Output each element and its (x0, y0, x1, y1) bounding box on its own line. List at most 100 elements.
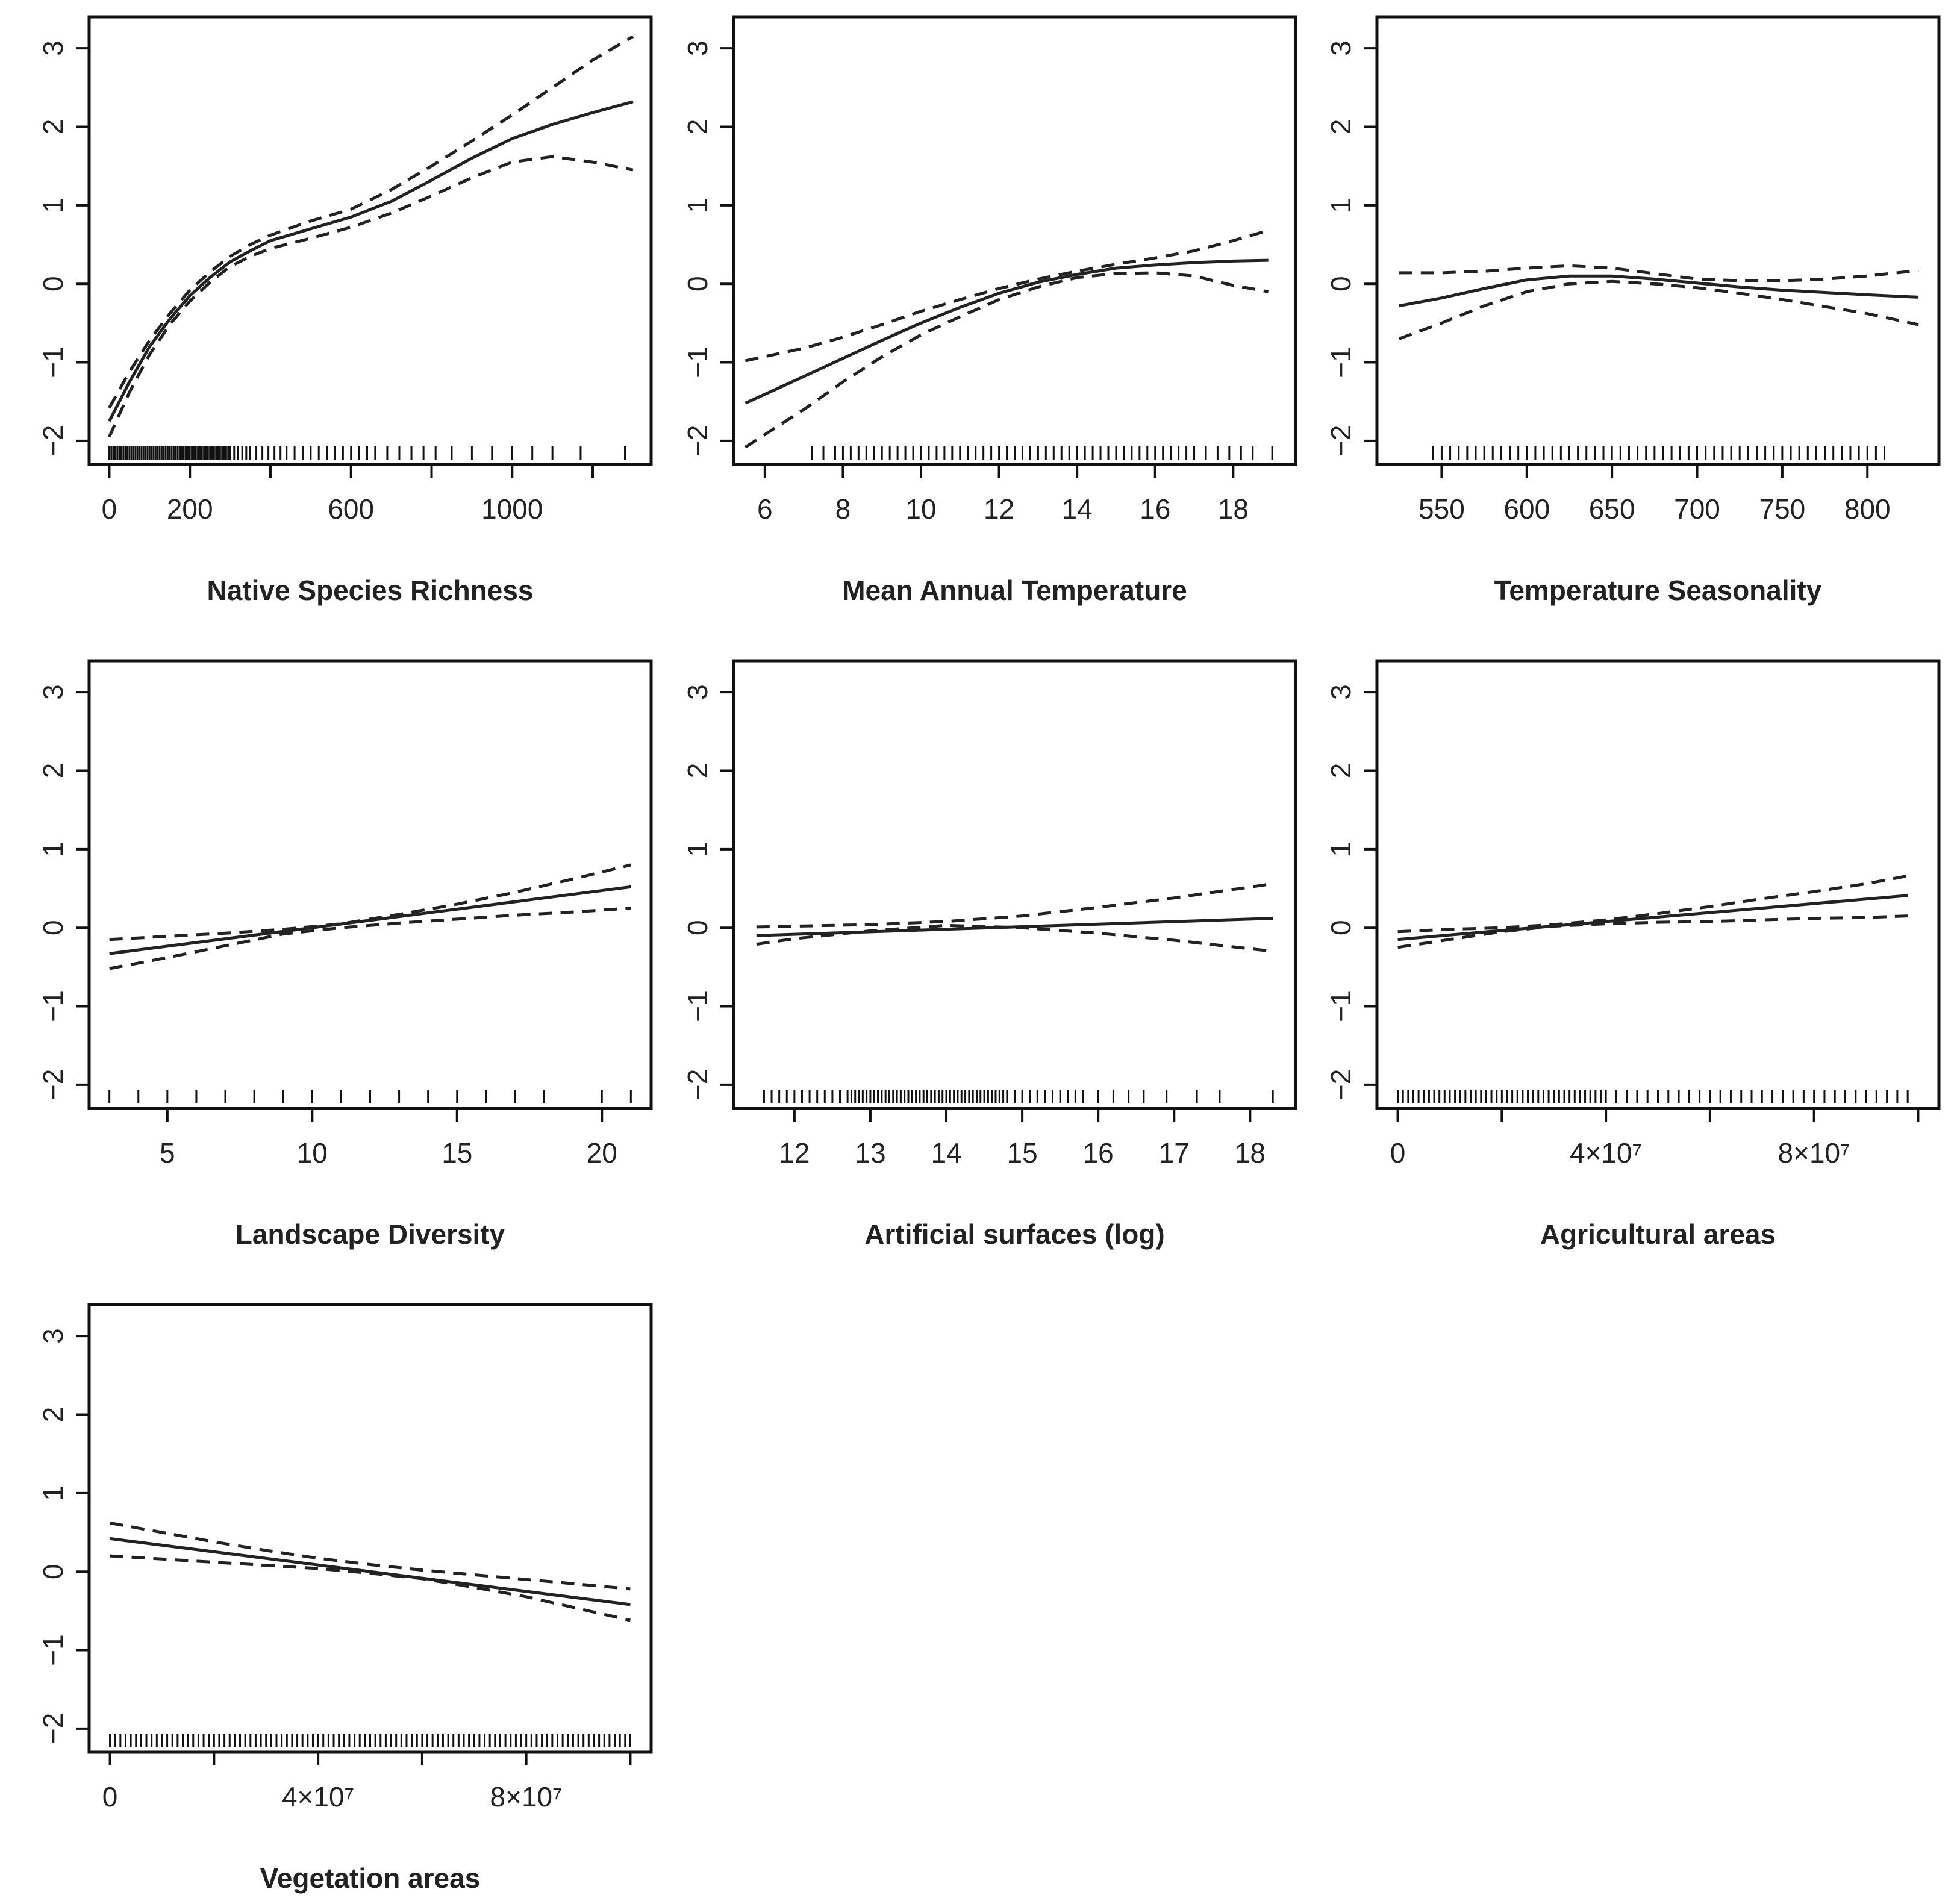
plot-frame (732, 659, 1297, 1110)
confidence-band-lower (109, 907, 631, 970)
y-tick-label: −1 (1325, 990, 1356, 1022)
plot-frame (1375, 15, 1941, 466)
confidence-band-upper (110, 1521, 631, 1591)
plot-frame (87, 1303, 653, 1754)
confidence-band-upper (1397, 874, 1908, 934)
x-axis-title: Mean Annual Temperature (842, 575, 1187, 606)
confidence-band-upper (109, 863, 631, 941)
y-tick-label: 3 (37, 40, 69, 56)
y-tick-label: −2 (1325, 425, 1356, 457)
smooth-fit-line (1397, 894, 1908, 941)
x-tick-label: 18 (1235, 1137, 1266, 1169)
confidence-band-upper (744, 229, 1269, 363)
x-axis-title: Vegetation areas (260, 1862, 481, 1894)
y-tick-label: 3 (1325, 684, 1356, 700)
x-tick-label: 13 (855, 1137, 885, 1169)
confidence-band-lower (1398, 279, 1919, 340)
panel-3: −2 −1 0 1 2 3 550 600 650 700 750 800 Temperature Se… (1325, 15, 1941, 606)
y-tick-label: −2 (682, 1069, 713, 1100)
y-tick-label: 3 (682, 684, 713, 700)
y-tick-label: −1 (37, 990, 69, 1022)
x-tick-label: 20 (587, 1137, 617, 1169)
panel-4: −2 −1 0 1 2 3 5 10 15 20 Landscape Diversity (37, 659, 653, 1250)
x-axis-title: Temperature Seasonality (1494, 575, 1822, 606)
x-tick-label: 16 (1083, 1137, 1114, 1169)
smooth-fit-line (108, 100, 634, 422)
x-tick-label: 15 (442, 1137, 472, 1169)
x-tick-label: 15 (1007, 1137, 1038, 1169)
y-tick-label: 0 (682, 920, 713, 935)
x-tick-label: 8×10⁷ (1778, 1137, 1850, 1169)
x-tick-label: 10 (297, 1137, 328, 1169)
y-tick-label: −2 (37, 1713, 69, 1744)
smooth-fit-line (110, 1537, 631, 1606)
x-tick-label: 0 (102, 493, 117, 525)
x-tick-label: 8×10⁷ (490, 1781, 563, 1812)
y-tick-label: 1 (682, 841, 713, 857)
y-tick-label: 2 (37, 763, 69, 779)
y-tick-label: 2 (682, 119, 713, 135)
plot-frame (87, 659, 653, 1110)
x-tick-label: 14 (1062, 493, 1093, 525)
x-tick-label: 0 (102, 1781, 118, 1812)
y-tick-label: 0 (37, 1564, 69, 1579)
confidence-band-lower (744, 271, 1269, 449)
y-tick-label: 1 (1325, 198, 1356, 213)
x-tick-label: 4×10⁷ (1570, 1137, 1642, 1169)
y-tick-label: 0 (37, 920, 69, 935)
y-tick-label: 0 (1325, 276, 1356, 292)
plot-frame (732, 15, 1297, 466)
panel-6: −2 −1 0 1 2 3 0 4×10⁷ 8×10⁷ Agricultural areas (1325, 659, 1941, 1250)
y-tick-label: 1 (682, 198, 713, 213)
y-tick-label: 2 (1325, 763, 1356, 779)
y-tick-label: −2 (682, 425, 713, 457)
panel-1: −2 −1 0 1 2 3 0 200 600 1000 Native Species Richne… (37, 15, 653, 606)
confidence-band-lower (756, 923, 1273, 953)
x-tick-label: 10 (905, 493, 936, 525)
y-tick-label: 2 (37, 119, 69, 135)
y-tick-label: 1 (1325, 841, 1356, 857)
x-tick-label: 200 (167, 493, 213, 525)
y-tick-label: −1 (37, 1634, 69, 1665)
x-tick-label: 750 (1759, 493, 1806, 525)
y-tick-label: −2 (37, 1069, 69, 1100)
x-tick-label: 0 (1390, 1137, 1406, 1169)
y-tick-label: 3 (37, 1328, 69, 1344)
x-axis-title: Agricultural areas (1540, 1219, 1776, 1250)
x-tick-label: 16 (1140, 493, 1170, 525)
x-tick-label: 550 (1419, 493, 1465, 525)
x-axis-title: Landscape Diversity (236, 1219, 505, 1250)
confidence-band-lower (1397, 914, 1908, 949)
x-tick-label: 12 (779, 1137, 810, 1169)
plot-frame (87, 15, 653, 466)
y-tick-label: −1 (682, 990, 713, 1022)
y-tick-label: 1 (37, 1485, 69, 1501)
smooth-fit-line (1399, 274, 1919, 308)
panel-7: −2 −1 0 1 2 3 0 4×10⁷ 8×10⁷ Vegetation areas (37, 1303, 653, 1894)
y-tick-label: −2 (37, 425, 69, 457)
confidence-band-lower (110, 1554, 631, 1622)
y-tick-label: −1 (682, 346, 713, 378)
y-tick-label: 2 (37, 1407, 69, 1423)
y-tick-label: 0 (37, 276, 69, 292)
confidence-band-upper (108, 35, 634, 409)
x-axis-title: Artificial surfaces (log) (864, 1219, 1164, 1250)
x-tick-label: 650 (1589, 493, 1635, 525)
x-tick-label: 8 (835, 493, 851, 525)
x-tick-label: 14 (931, 1137, 961, 1169)
x-tick-label: 6 (757, 493, 773, 525)
smooth-fit-line (744, 258, 1269, 405)
x-tick-label: 17 (1159, 1137, 1190, 1169)
smooth-fit-line (756, 917, 1273, 937)
y-tick-label: −2 (1325, 1069, 1356, 1100)
y-tick-label: −1 (37, 346, 69, 378)
y-tick-label: 3 (682, 40, 713, 56)
x-tick-label: 4×10⁷ (282, 1781, 354, 1812)
y-tick-label: −1 (1325, 346, 1356, 378)
x-axis-title: Native Species Richness (207, 575, 533, 606)
x-tick-label: 5 (160, 1137, 175, 1169)
y-tick-label: 3 (1325, 40, 1356, 56)
